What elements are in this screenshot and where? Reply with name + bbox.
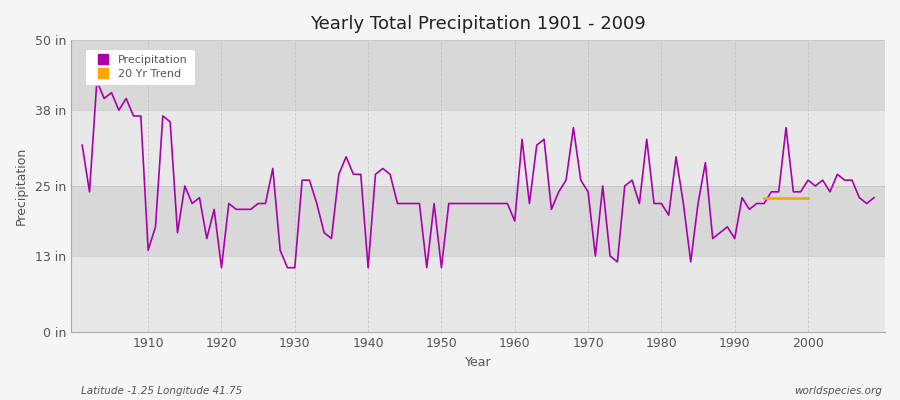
Text: Latitude -1.25 Longitude 41.75: Latitude -1.25 Longitude 41.75: [81, 386, 242, 396]
Y-axis label: Precipitation: Precipitation: [15, 147, 28, 225]
Bar: [71, 186, 885, 256]
Bar: [71, 110, 885, 186]
Text: worldspecies.org: worldspecies.org: [794, 386, 882, 396]
Title: Yearly Total Precipitation 1901 - 2009: Yearly Total Precipitation 1901 - 2009: [310, 15, 646, 33]
Legend: Precipitation, 20 Yr Trend: Precipitation, 20 Yr Trend: [85, 48, 194, 85]
Bar: [71, 40, 885, 110]
Bar: [71, 256, 885, 332]
X-axis label: Year: Year: [464, 356, 491, 369]
